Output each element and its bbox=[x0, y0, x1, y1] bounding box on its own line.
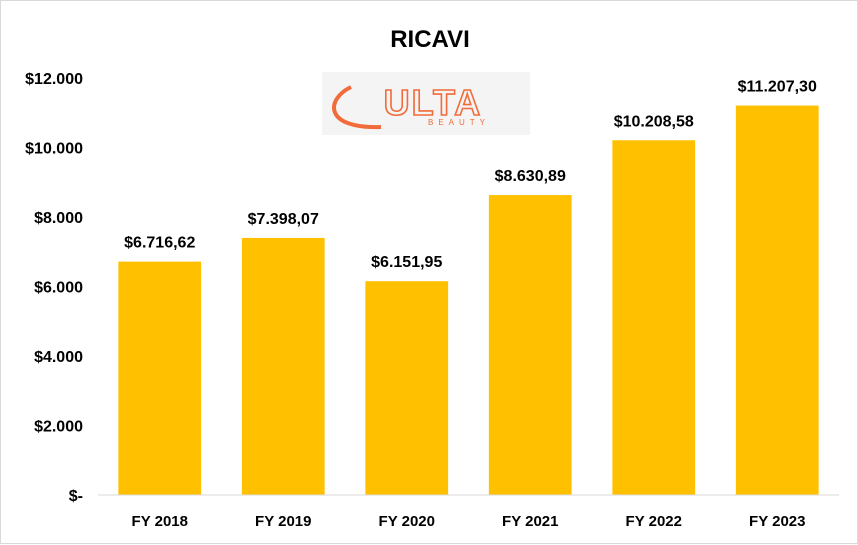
data-labels: $6.716,62 $7.398,07 $6.151,95 $8.630,89 $10.… bbox=[124, 79, 817, 272]
logo-subtext: BEAUTY bbox=[428, 118, 490, 127]
y-tick-label: $2.000 bbox=[34, 419, 83, 436]
data-label: $10.208,58 bbox=[614, 113, 694, 130]
y-tick-label: $4.000 bbox=[34, 349, 83, 366]
x-tick-label: FY 2018 bbox=[132, 513, 188, 530]
bar bbox=[118, 261, 202, 495]
bars bbox=[118, 105, 819, 496]
bar bbox=[488, 195, 572, 495]
x-axis: FY 2018 FY 2019 FY 2020 FY 2021 FY 2022 FY 20… bbox=[98, 494, 839, 530]
data-label: $11.207,30 bbox=[738, 79, 817, 96]
x-tick-label: FY 2019 bbox=[255, 513, 311, 530]
bar bbox=[241, 237, 325, 496]
y-tick-label: $- bbox=[69, 488, 83, 505]
y-tick-label: $8.000 bbox=[34, 210, 83, 227]
logo-wordmark: ULTA bbox=[384, 82, 483, 123]
x-tick-label: FY 2023 bbox=[749, 513, 805, 530]
x-tick-label: FY 2021 bbox=[502, 513, 558, 530]
chart-title: RICAVI bbox=[390, 26, 470, 53]
data-label: $7.398,07 bbox=[248, 211, 319, 228]
x-tick-label: FY 2020 bbox=[379, 513, 435, 530]
bar bbox=[735, 105, 819, 495]
data-label: $8.630,89 bbox=[495, 168, 566, 185]
bar bbox=[612, 140, 696, 496]
y-tick-label: $12.000 bbox=[25, 71, 83, 88]
y-axis: $- $2.000 $4.000 $6.000 $8.000 $10.000 $12.000 bbox=[25, 71, 83, 505]
bar bbox=[365, 281, 449, 495]
data-label: $6.151,95 bbox=[371, 254, 442, 271]
x-tick-label: FY 2022 bbox=[626, 513, 682, 530]
ulta-beauty-logo: ULTA BEAUTY bbox=[322, 72, 530, 135]
y-tick-label: $10.000 bbox=[25, 141, 83, 158]
y-tick-label: $6.000 bbox=[34, 280, 83, 297]
data-label: $6.716,62 bbox=[124, 235, 195, 252]
